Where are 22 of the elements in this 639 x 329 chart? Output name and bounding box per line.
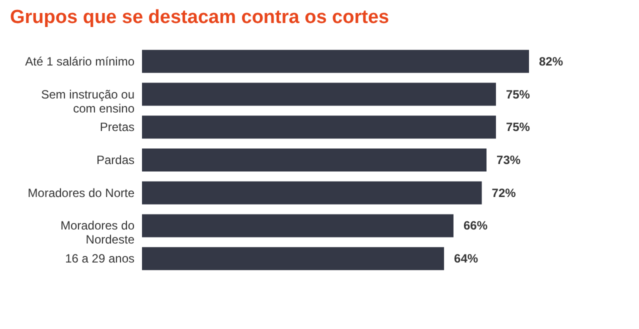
y-tick-label: Pardas (96, 153, 134, 167)
y-tick-label: Até 1 salário mínimo (25, 54, 135, 68)
bar (142, 181, 482, 204)
y-tick-label: 16 a 29 anos (65, 252, 134, 266)
y-tick-label: Pretas (100, 120, 134, 134)
y-tick-label: Moradores do Norte (28, 186, 135, 200)
y-tick-label: Sem instrução ou com ensino (41, 87, 135, 116)
bar (142, 116, 496, 139)
bar (142, 148, 487, 172)
chart-title: Grupos que se destacam contra os cortes (10, 7, 390, 28)
bar (142, 214, 454, 238)
data-label: 66% (463, 218, 488, 233)
data-label: 82% (539, 54, 564, 68)
data-label: 64% (454, 252, 478, 266)
bar (142, 50, 529, 73)
data-label: 73% (496, 153, 521, 167)
y-tick-label: Moradores do Nordeste (60, 218, 135, 247)
data-label: 72% (492, 186, 516, 200)
bar (142, 82, 496, 106)
bar (142, 247, 444, 270)
data-label: 75% (506, 87, 530, 102)
data-label: 75% (506, 120, 530, 134)
